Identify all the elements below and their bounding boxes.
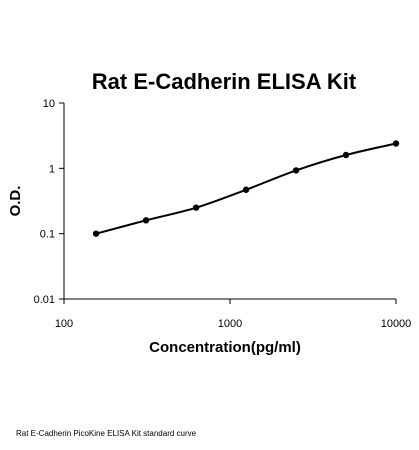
data-point (392, 140, 400, 147)
data-point (92, 230, 100, 237)
data-point (192, 204, 200, 211)
chart-caption: Rat E-Cadherin PicoKine ELISA Kit standa… (16, 429, 197, 438)
y-tick-label: 10 (43, 98, 55, 110)
plot-area: 0.01 0.1 1 10 100 1000 10000 (34, 98, 412, 330)
data-point (142, 217, 150, 224)
y-tick-label: 0.01 (34, 294, 55, 306)
x-tick-label: 100 (55, 318, 73, 330)
x-tick-label: 1000 (218, 318, 242, 330)
x-axis-title: Concentration(pg/ml) (149, 339, 301, 356)
x-axis-ticks: 100 1000 10000 (55, 299, 411, 330)
y-axis-title: O.D. (7, 186, 24, 217)
x-tick-label: 10000 (381, 318, 412, 330)
y-tick-label: 1 (49, 163, 55, 175)
y-axis-ticks: 0.01 0.1 1 10 (34, 98, 64, 306)
data-point (292, 167, 300, 174)
series-layer (92, 140, 400, 237)
y-tick-label: 0.1 (40, 229, 55, 241)
data-point (242, 186, 250, 193)
chart-title: Rat E-Cadherin ELISA Kit (92, 69, 357, 94)
data-point (342, 151, 350, 159)
